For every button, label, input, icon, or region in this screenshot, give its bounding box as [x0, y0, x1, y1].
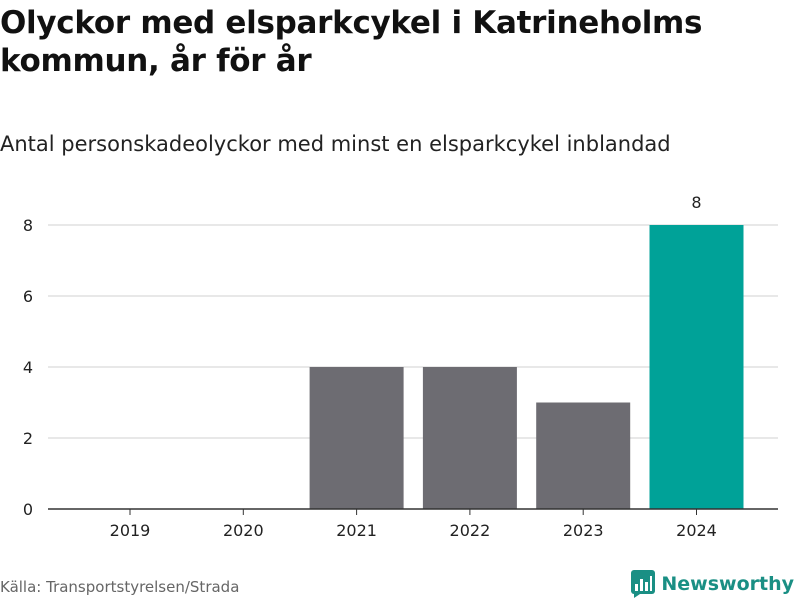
x-tick-label: 2024 — [676, 521, 717, 540]
y-tick-label: 6 — [23, 287, 33, 306]
x-tick-label: 2019 — [110, 521, 151, 540]
bar-2022 — [422, 367, 517, 509]
bar-2024 — [649, 225, 744, 509]
bar-chart: 0 2 4 6 8 2019 2020 2021 2022 2023 2024 8 — [23, 193, 778, 540]
source-note: Källa: Transportstyrelsen/Strada — [0, 578, 240, 596]
bar-2021 — [309, 367, 404, 509]
y-tick-label: 8 — [23, 216, 33, 235]
bar-2023 — [536, 402, 631, 509]
brand-name: Newsworthy — [661, 573, 794, 595]
labels: 0 2 4 6 8 2019 2020 2021 2022 2023 2024 8 — [23, 193, 717, 540]
y-tick-label: 2 — [23, 429, 33, 448]
x-tick-label: 2022 — [450, 521, 491, 540]
y-tick-label: 0 — [23, 500, 33, 519]
x-tick-label: 2023 — [563, 521, 604, 540]
chart-title: Olyckor med elsparkcykel i Katrineholms … — [0, 5, 703, 79]
bars — [309, 225, 744, 509]
x-tick-label: 2021 — [336, 521, 377, 540]
x-tick-label: 2020 — [223, 521, 264, 540]
y-tick-label: 4 — [23, 358, 33, 377]
data-label: 8 — [691, 193, 701, 212]
newsworthy-logo: Newsworthy — [631, 570, 794, 598]
bar-chart-logo-icon — [631, 570, 656, 598]
axes — [48, 508, 778, 515]
chart-subtitle: Antal personskadeolyckor med minst en el… — [0, 132, 671, 156]
